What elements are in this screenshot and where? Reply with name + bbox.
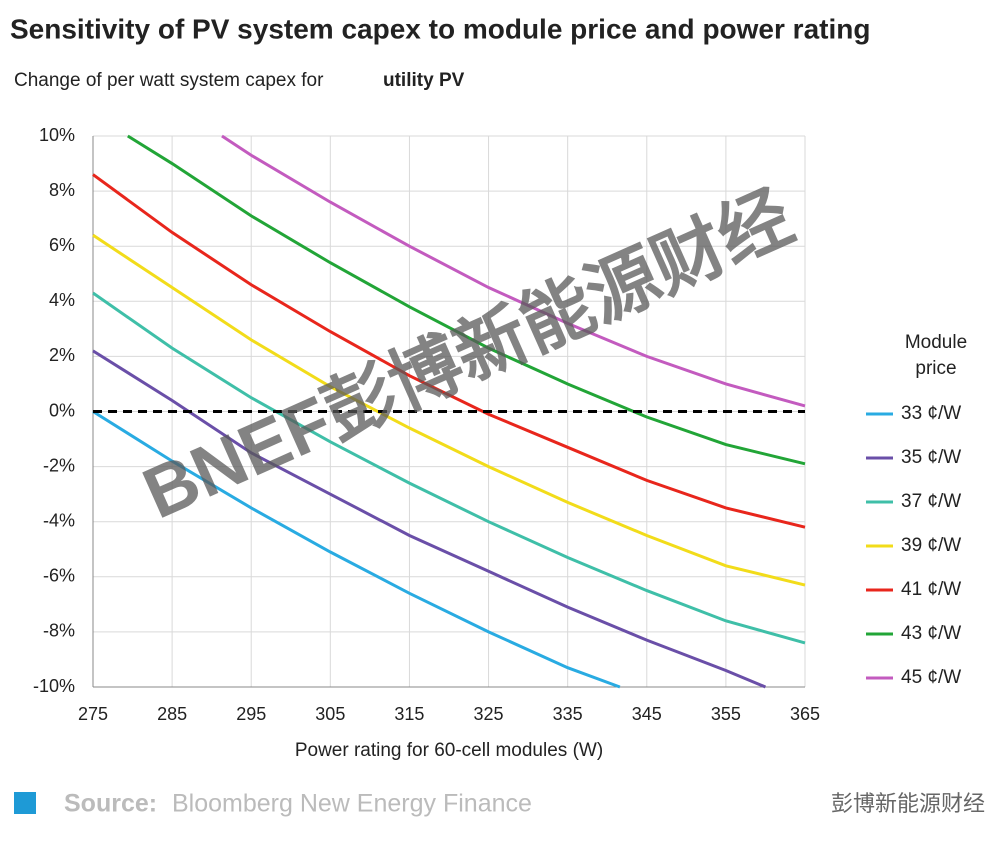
y-tick-label: -8% — [43, 621, 75, 641]
y-tick-label: 2% — [49, 345, 75, 365]
y-tick-label: 10% — [39, 125, 75, 145]
y-tick-label: -10% — [33, 676, 75, 696]
y-tick-label: 8% — [49, 180, 75, 200]
y-tick-label: -2% — [43, 455, 75, 475]
legend-label: 37 ¢/W — [901, 491, 961, 512]
x-tick-label: 335 — [553, 704, 583, 724]
y-tick-label: 6% — [49, 235, 75, 255]
series-line — [92, 410, 621, 689]
x-tick-label: 305 — [315, 704, 345, 724]
series-line — [127, 134, 806, 466]
y-tick-label: 0% — [49, 400, 75, 420]
chart-subtitle-bold: utility PV — [383, 70, 465, 91]
legend-label: 43 ¢/W — [901, 623, 961, 644]
series-line — [221, 134, 806, 408]
series-line — [92, 291, 806, 645]
x-tick-label: 275 — [78, 704, 108, 724]
chart-subtitle: Change of per watt system capex for — [14, 70, 324, 91]
source-label: Source: — [64, 790, 157, 818]
x-tick-label: 295 — [236, 704, 266, 724]
y-tick-label: -4% — [43, 510, 75, 530]
x-tick-label: 285 — [157, 704, 187, 724]
x-tick-label: 345 — [632, 704, 662, 724]
x-tick-label: 355 — [711, 704, 741, 724]
legend-label: 41 ¢/W — [901, 579, 961, 600]
source-icon — [14, 792, 36, 814]
x-axis-label: Power rating for 60-cell modules (W) — [295, 740, 603, 761]
legend-title: Module price — [905, 332, 967, 379]
brand: 彭博新能源财经 — [831, 791, 985, 816]
series-line — [92, 173, 806, 529]
x-tick-label: 325 — [474, 704, 504, 724]
source: Bloomberg New Energy Finance — [172, 790, 532, 818]
legend-label: 35 ¢/W — [901, 447, 961, 468]
x-tick-label: 315 — [394, 704, 424, 724]
legend-label: 39 ¢/W — [901, 535, 961, 556]
x-tick-label: 365 — [790, 704, 820, 724]
watermark: BNEF彭博新能源财经 — [132, 177, 804, 535]
y-tick-label: -6% — [43, 566, 75, 586]
legend-label: 33 ¢/W — [901, 403, 961, 424]
y-tick-label: 4% — [49, 290, 75, 310]
chart-title: Sensitivity of PV system capex to module… — [10, 13, 870, 44]
series-line — [92, 233, 806, 587]
series-line — [92, 349, 767, 689]
legend-label: 45 ¢/W — [901, 667, 961, 688]
